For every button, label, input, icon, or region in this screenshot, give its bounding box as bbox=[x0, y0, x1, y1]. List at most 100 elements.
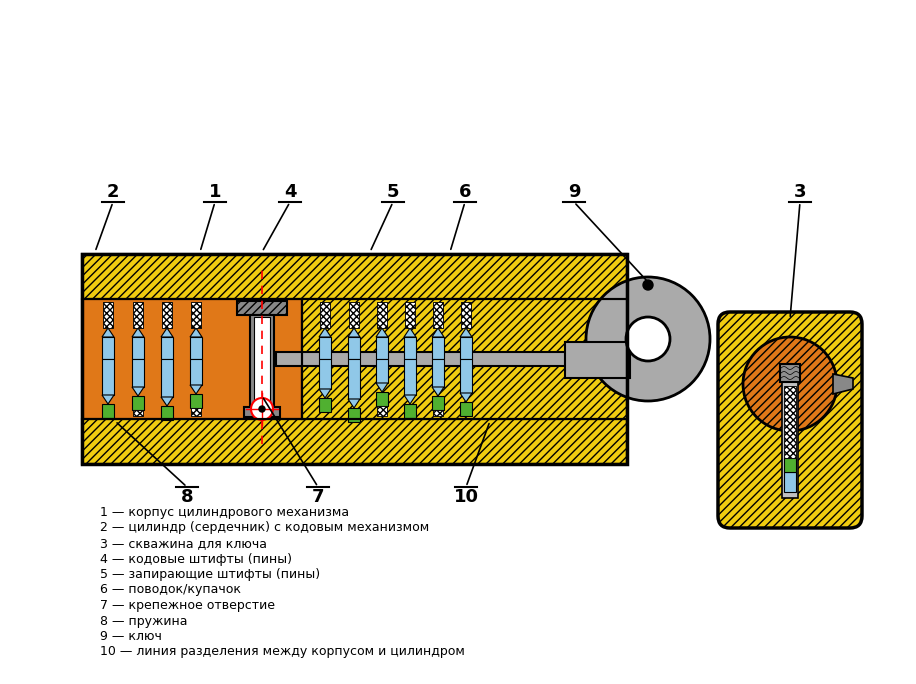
Polygon shape bbox=[132, 387, 144, 396]
Bar bbox=[132, 337, 144, 359]
Bar bbox=[276, 352, 620, 366]
Bar bbox=[432, 366, 444, 374]
Text: 1: 1 bbox=[209, 183, 222, 201]
Bar bbox=[349, 302, 359, 328]
Circle shape bbox=[626, 317, 670, 361]
Circle shape bbox=[643, 280, 653, 290]
Bar bbox=[461, 302, 471, 328]
Polygon shape bbox=[161, 397, 173, 406]
Bar bbox=[405, 302, 415, 328]
Bar bbox=[82, 254, 627, 299]
Bar bbox=[319, 398, 331, 412]
Bar bbox=[433, 410, 443, 416]
Bar bbox=[319, 366, 331, 374]
Bar bbox=[376, 359, 388, 383]
Bar bbox=[348, 359, 360, 399]
Circle shape bbox=[743, 337, 837, 431]
Bar bbox=[433, 302, 443, 328]
Polygon shape bbox=[376, 383, 388, 392]
Bar bbox=[102, 337, 114, 359]
Bar bbox=[191, 302, 201, 328]
Bar bbox=[244, 407, 280, 417]
Bar bbox=[460, 366, 472, 374]
FancyBboxPatch shape bbox=[718, 312, 862, 528]
Text: 1 — корпус цилиндрового механизма: 1 — корпус цилиндрового механизма bbox=[100, 506, 349, 519]
Bar bbox=[133, 410, 143, 416]
Bar bbox=[190, 337, 202, 359]
Bar bbox=[376, 366, 388, 374]
Polygon shape bbox=[319, 328, 331, 337]
Polygon shape bbox=[102, 395, 114, 404]
Bar bbox=[432, 359, 444, 387]
Bar bbox=[784, 458, 796, 472]
Polygon shape bbox=[432, 328, 444, 337]
Bar bbox=[162, 302, 172, 328]
Bar bbox=[404, 337, 416, 359]
Bar bbox=[161, 359, 173, 397]
Bar bbox=[190, 359, 202, 385]
Text: 6 — поводок/купачок: 6 — поводок/купачок bbox=[100, 583, 241, 596]
Bar bbox=[250, 315, 274, 407]
Text: 2: 2 bbox=[107, 183, 119, 201]
Bar bbox=[191, 408, 201, 416]
Circle shape bbox=[259, 406, 265, 412]
Bar bbox=[133, 302, 143, 328]
Circle shape bbox=[586, 277, 710, 401]
Polygon shape bbox=[348, 399, 360, 408]
Bar bbox=[302, 299, 627, 419]
Bar bbox=[348, 366, 360, 374]
Text: 3: 3 bbox=[794, 183, 806, 201]
Bar bbox=[348, 408, 360, 422]
Text: 7 — крепежное отверстие: 7 — крепежное отверстие bbox=[100, 599, 275, 612]
Bar bbox=[320, 302, 330, 328]
Bar bbox=[161, 406, 173, 420]
Bar bbox=[82, 254, 627, 299]
Text: 4: 4 bbox=[284, 183, 296, 201]
Polygon shape bbox=[432, 387, 444, 396]
Polygon shape bbox=[833, 374, 853, 394]
Bar bbox=[237, 301, 287, 315]
Bar bbox=[784, 386, 796, 458]
Bar bbox=[377, 406, 387, 416]
Text: 2 — цилиндр (сердечник) с кодовым механизмом: 2 — цилиндр (сердечник) с кодовым механи… bbox=[100, 521, 430, 534]
Text: 9: 9 bbox=[568, 183, 580, 201]
Bar bbox=[404, 404, 416, 418]
Bar bbox=[102, 359, 114, 395]
Polygon shape bbox=[404, 328, 416, 337]
Text: 6: 6 bbox=[459, 183, 471, 201]
Text: 8 — пружина: 8 — пружина bbox=[100, 614, 188, 627]
Text: 10: 10 bbox=[453, 488, 478, 506]
Bar bbox=[191, 302, 201, 328]
Bar bbox=[132, 359, 144, 387]
Bar bbox=[320, 302, 330, 328]
Bar bbox=[82, 254, 627, 299]
Polygon shape bbox=[102, 328, 114, 337]
Bar bbox=[103, 302, 113, 328]
Bar bbox=[433, 410, 443, 416]
Text: 9 — ключ: 9 — ключ bbox=[100, 630, 162, 643]
Bar bbox=[82, 419, 627, 464]
Polygon shape bbox=[161, 328, 173, 337]
Bar bbox=[460, 359, 472, 393]
Bar bbox=[460, 402, 472, 416]
Polygon shape bbox=[404, 395, 416, 404]
Bar bbox=[161, 337, 173, 359]
Polygon shape bbox=[460, 393, 472, 402]
Bar bbox=[404, 366, 416, 374]
Bar bbox=[82, 254, 627, 464]
Bar bbox=[103, 302, 113, 328]
Bar bbox=[348, 337, 360, 359]
Circle shape bbox=[251, 398, 273, 420]
Bar bbox=[162, 302, 172, 328]
Bar bbox=[782, 380, 798, 498]
Polygon shape bbox=[132, 328, 144, 337]
Bar bbox=[302, 299, 627, 419]
Polygon shape bbox=[190, 328, 202, 337]
Bar bbox=[82, 299, 302, 419]
Bar bbox=[82, 419, 627, 464]
Bar bbox=[432, 396, 444, 410]
Bar bbox=[133, 302, 143, 328]
Bar bbox=[132, 396, 144, 410]
Bar bbox=[377, 406, 387, 416]
Text: 5: 5 bbox=[387, 183, 399, 201]
